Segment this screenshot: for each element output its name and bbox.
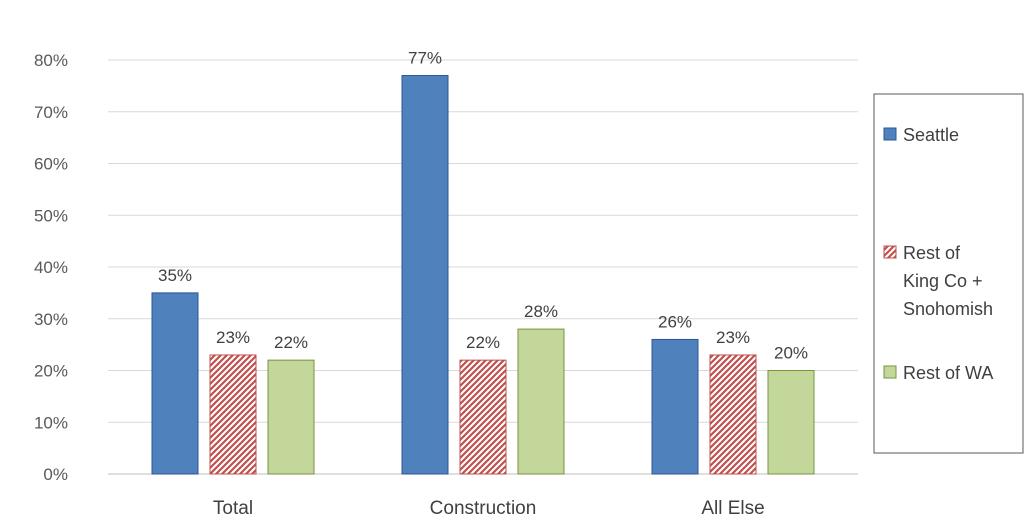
bar-rest-of-king-co-snohomish-all-else xyxy=(709,354,757,475)
bar-rest-of-wa-construction xyxy=(517,328,565,475)
bar-rest-of-king-co-snohomish-construction xyxy=(459,359,507,475)
legend-label: Snohomish xyxy=(903,299,993,319)
y-tick-label: 70% xyxy=(34,103,68,122)
bar-rest-of-wa-all-else xyxy=(767,370,815,475)
y-tick-label: 40% xyxy=(34,258,68,277)
legend-swatch-rest-of-king-co-snohomish xyxy=(883,245,897,259)
axis-layer: 0% 10% 20% 30% 40% 50% 60% 70% 80% Total Construct… xyxy=(34,51,858,519)
data-label: 23% xyxy=(216,328,250,347)
y-tick-label: 10% xyxy=(34,413,68,432)
data-label: 35% xyxy=(158,266,192,285)
data-label: 20% xyxy=(774,344,808,363)
bar-seattle-total xyxy=(151,292,199,475)
legend-swatch-seattle xyxy=(883,127,897,141)
bar-layer xyxy=(151,75,815,475)
data-label: 26% xyxy=(658,312,692,331)
legend-label: King Co + xyxy=(903,271,983,291)
data-label: 77% xyxy=(408,49,442,68)
legend-swatch-rest-of-wa xyxy=(883,365,897,379)
legend: Seattle Rest of King Co + Snohomish Rest of … xyxy=(873,93,1024,454)
data-label: 23% xyxy=(716,328,750,347)
bar-seattle-construction xyxy=(401,75,449,475)
y-tick-label: 60% xyxy=(34,155,68,174)
data-label: 28% xyxy=(524,302,558,321)
y-tick-label: 80% xyxy=(34,51,68,70)
x-category-label: All Else xyxy=(701,498,764,519)
legend-frame xyxy=(873,93,1024,454)
y-tick-label: 50% xyxy=(34,206,68,225)
data-label: 22% xyxy=(466,333,500,352)
bar-seattle-all-else xyxy=(651,338,699,475)
y-tick-label: 0% xyxy=(43,465,68,484)
legend-label: Seattle xyxy=(903,125,959,145)
y-tick-label: 20% xyxy=(34,362,68,381)
data-label: 22% xyxy=(274,333,308,352)
bar-rest-of-wa-total xyxy=(267,359,315,475)
y-tick-label: 30% xyxy=(34,310,68,329)
legend-label: Rest of xyxy=(903,243,961,263)
legend-label: Rest of WA xyxy=(903,363,993,383)
x-category-label: Construction xyxy=(430,498,537,519)
label-layer: 35% 23% 22% 77% 22% 28% 26% 23% 20% xyxy=(158,49,808,363)
x-category-label: Total xyxy=(213,498,253,519)
bar-rest-of-king-co-snohomish-total xyxy=(209,354,257,475)
